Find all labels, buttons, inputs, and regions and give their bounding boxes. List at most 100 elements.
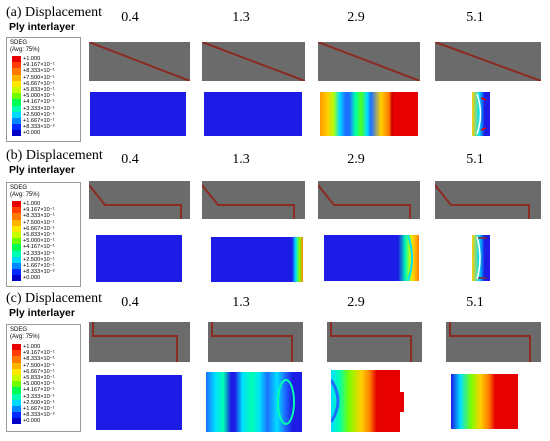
legend-value-label: +9.167×10⁻¹ [23,207,55,214]
displacement-value-a-3: 2.9 [347,10,365,25]
legend-color-scale [12,201,21,282]
legend-value-label: +2.500×10⁻¹ [23,256,55,263]
ply-view-b-1 [89,181,190,219]
legend-color-swatch [12,350,21,357]
legend-color-swatch [12,225,21,232]
legend-header-averaging: (Avg: 75%) [10,192,40,198]
legend-value-label: +4.167×10⁻¹ [23,244,55,251]
legend-color-swatch [12,213,21,220]
panel-a-displacement-heading: Displacement [25,5,103,20]
legend-value-label: +9.167×10⁻¹ [23,62,55,69]
legend-color-swatch [12,56,21,63]
ply-view-b-4 [435,181,541,219]
legend-value-label: +8.333×10⁻² [23,269,55,276]
legend-value-label: +7.500×10⁻¹ [23,219,55,226]
displacement-value-b-2: 1.3 [232,152,250,167]
panel-c-label: (c) [6,291,22,306]
legend-color-swatch [12,244,21,251]
legend-value-label: +4.167×10⁻¹ [23,387,55,394]
legend-value-label: +3.333×10⁻¹ [23,250,55,257]
legend-header-variable: SDEG [10,185,28,191]
legend-color-swatch [12,275,21,282]
legend-value-label: +3.333×10⁻¹ [23,105,55,112]
legend-value-label: +0.000 [23,275,41,282]
ply-view-b-3 [318,181,420,219]
legend-color-scale [12,344,21,425]
displacement-value-b-4: 5.1 [466,152,484,167]
ply-view-c-3 [327,322,422,362]
legend-value-label: +1.000 [23,344,41,350]
legend-value-label: +9.167×10⁻¹ [23,350,55,357]
legend-color-swatch [12,86,21,94]
legend-header-averaging: (Avg: 75%) [10,334,40,340]
legend-value-label: +5.833×10⁻¹ [23,375,55,381]
ply-view-c-1 [89,322,190,362]
sdeg-contour-a-3 [320,92,418,136]
panel-c-displacement-heading: Displacement [25,291,103,306]
displacement-value-c-2: 1.3 [232,295,250,310]
legend-value-label: +5.000×10⁻¹ [23,238,55,245]
ply-view-a-2 [202,42,305,81]
sdeg-contour-c-4 [451,374,518,429]
legend-color-swatch [12,238,21,245]
legend-color-swatch [12,262,21,270]
legend-color-swatch [12,418,21,425]
legend-value-label: +8.333×10⁻¹ [23,68,55,75]
sdeg-contour-a-2 [204,92,302,136]
sdeg-legend-c: SDEG (Avg: 75%) +1.000 +9.167×10⁻¹ +8.333×… [6,324,81,432]
legend-header-variable: SDEG [10,40,28,46]
legend-value-label: +7.500×10⁻¹ [23,362,55,369]
legend-value-label: +8.333×10⁻¹ [23,213,55,220]
panel-b-subtitle: Ply interlayer [9,164,75,176]
legend-color-swatch [12,250,21,257]
ply-view-a-4 [435,42,541,81]
legend-value-label: +1.667×10⁻¹ [23,263,55,269]
legend-color-swatch [12,99,21,106]
sdeg-legend-b: SDEG (Avg: 75%) +1.000 +9.167×10⁻¹ +8.333×… [6,182,81,287]
legend-value-label: +5.000×10⁻¹ [23,381,55,388]
sdeg-legend-a: SDEG (Avg: 75%) +1.000 +9.167×10⁻¹ +8.333×… [6,37,81,142]
legend-color-swatch [12,368,21,375]
legend-value-label: +4.167×10⁻¹ [23,99,55,106]
panel-c-subtitle: Ply interlayer [9,307,75,319]
legend-value-label: +1.667×10⁻¹ [23,406,55,412]
legend-color-swatch [12,111,21,118]
legend-color-swatch [12,130,21,137]
sdeg-contour-a-1 [90,92,186,136]
legend-color-swatch [12,93,21,100]
panel-a-title: (a) Displacement [6,6,102,20]
legend-color-swatch [12,381,21,388]
legend-value-label: +8.333×10⁻¹ [23,356,55,363]
legend-color-swatch [12,256,21,263]
legend-value-label: +1.667×10⁻¹ [23,118,55,124]
sdeg-contour-b-2 [211,237,303,282]
legend-color-swatch [12,269,21,276]
displacement-value-a-1: 0.4 [121,10,139,25]
ply-view-a-1 [89,42,190,81]
legend-header-variable: SDEG [10,327,28,333]
legend-color-swatch [12,344,21,351]
legend-color-swatch [12,231,21,239]
legend-color-swatch [12,105,21,112]
legend-color-swatch [12,74,21,81]
legend-color-swatch [12,207,21,214]
panel-c-title: (c) Displacement [6,292,102,306]
legend-header: SDEG (Avg: 75%) [10,185,40,199]
legend-value-label: +1.000 [23,56,41,62]
legend-color-swatch [12,62,21,69]
legend-value-label: +6.667×10⁻¹ [23,80,55,87]
ply-view-c-4 [446,322,541,362]
ply-view-b-2 [202,181,305,219]
displacement-value-c-4: 5.1 [466,295,484,310]
legend-color-swatch [12,117,21,125]
sdeg-contour-c-1 [96,375,182,430]
legend-value-label: +6.667×10⁻¹ [23,225,55,232]
legend-color-swatch [12,374,21,382]
legend-value-label: +5.833×10⁻¹ [23,87,55,93]
sdeg-contour-c-3-edge-tab [398,392,404,412]
legend-value-label: +5.833×10⁻¹ [23,232,55,238]
legend-value-label: +5.000×10⁻¹ [23,93,55,100]
legend-header-averaging: (Avg: 75%) [10,47,40,53]
sdeg-contour-a-4 [472,92,490,136]
legend-color-swatch [12,412,21,419]
